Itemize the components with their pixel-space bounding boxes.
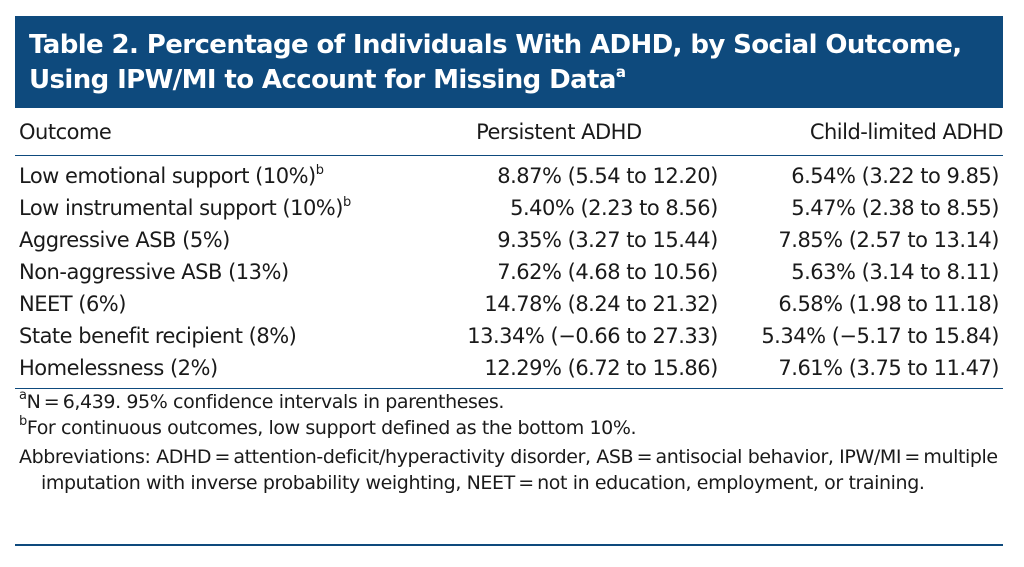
persistent-cell: 5.40% (2.23 to 8.56) <box>510 196 718 220</box>
table-row: State benefit recipient (8%) 13.34% (−0.… <box>15 320 1003 352</box>
table-row: Aggressive ASB (5%) 9.35% (3.27 to 15.44… <box>15 224 1003 256</box>
child-limited-cell: 5.34% (−5.17 to 15.84) <box>761 324 999 348</box>
table-row: Low emotional support (10%)b 8.87% (5.54… <box>15 156 1003 193</box>
footnote-a: aN = 6,439. 95% confidence intervals in … <box>15 389 1003 415</box>
header-outcome: Outcome <box>15 108 413 156</box>
child-limited-cell: 7.61% (3.75 to 11.47) <box>729 352 1003 389</box>
outcome-cell: NEET (6%) <box>15 288 412 320</box>
table-header: Outcome Persistent ADHD Child-limited AD… <box>15 108 1004 156</box>
child-limited-cell: 5.47% (2.38 to 8.55) <box>791 196 999 220</box>
outcome-cell: State benefit recipient (8%) <box>15 320 412 352</box>
persistent-cell: 7.62% (4.68 to 10.56) <box>497 260 718 284</box>
table-title-line-2-text: Using IPW/MI to Account for Missing Data <box>29 65 616 95</box>
table-row: NEET (6%) 14.78% (8.24 to 21.32) 6.58% (… <box>15 288 1003 320</box>
footnote-a-text: N = 6,439. 95% confidence intervals in p… <box>26 391 505 413</box>
child-limited-cell: 6.54% (3.22 to 9.85) <box>791 164 999 188</box>
outcome-label: Low emotional support (10%) <box>19 164 316 188</box>
header-child-limited-adhd: Child-limited ADHD <box>729 108 1004 156</box>
outcome-label: Non-aggressive ASB (13%) <box>19 260 289 284</box>
persistent-cell: 14.78% (8.24 to 21.32) <box>484 292 718 316</box>
table-row: Homelessness (2%) 12.29% (6.72 to 15.86)… <box>15 352 1003 389</box>
child-limited-cell: 5.63% (3.14 to 8.11) <box>791 260 999 284</box>
table-title-bar: Table 2. Percentage of Individuals With … <box>15 16 1003 108</box>
table-row: Non-aggressive ASB (13%) 7.62% (4.68 to … <box>15 256 1003 288</box>
footnote-b-marker: b <box>19 414 27 429</box>
outcome-label: State benefit recipient (8%) <box>19 324 297 348</box>
table-title-line-1: Table 2. Percentage of Individuals With … <box>29 30 962 60</box>
outcome-cell: Homelessness (2%) <box>15 352 413 389</box>
persistent-cell: 9.35% (3.27 to 15.44) <box>497 228 718 252</box>
outcome-cell: Low instrumental support (10%)b <box>15 192 412 224</box>
outcome-label: Low instrumental support (10%) <box>19 196 343 220</box>
abbreviations-note: Abbreviations: ADHD = attention-deficit/… <box>19 446 998 494</box>
footnote-marker: b <box>342 195 351 210</box>
footnote-b-text: For continuous outcomes, low support def… <box>26 417 637 439</box>
footnote-b: bFor continuous outcomes, low support de… <box>15 415 1003 441</box>
header-persistent-adhd: Persistent ADHD <box>412 108 730 156</box>
outcome-cell: Low emotional support (10%)b <box>15 156 412 193</box>
header-row: Outcome Persistent ADHD Child-limited AD… <box>15 108 1004 156</box>
outcome-label: Homelessness (2%) <box>19 356 218 380</box>
bottom-rule <box>15 544 1003 546</box>
title-footnote-marker: a <box>615 63 626 81</box>
persistent-cell: 8.87% (5.54 to 12.20) <box>497 164 718 188</box>
persistent-cell: 13.34% (−0.66 to 27.33) <box>467 324 718 348</box>
table-footnotes: aN = 6,439. 95% confidence intervals in … <box>15 389 1003 496</box>
outcome-cell: Non-aggressive ASB (13%) <box>15 256 412 288</box>
table-body: Low emotional support (10%)b 8.87% (5.54… <box>15 156 1003 389</box>
footnote-marker: b <box>315 163 324 178</box>
table-title-line-2: Using IPW/MI to Account for Missing Data… <box>29 63 1003 98</box>
child-limited-cell: 7.85% (2.57 to 13.14) <box>778 228 999 252</box>
table-row: Low instrumental support (10%)b 5.40% (2… <box>15 192 1003 224</box>
outcome-cell: Aggressive ASB (5%) <box>15 224 412 256</box>
footnote-a-marker: a <box>19 388 27 403</box>
persistent-cell: 12.29% (6.72 to 15.86) <box>412 352 730 389</box>
table-wrapper: Outcome Persistent ADHD Child-limited AD… <box>15 108 1004 389</box>
outcome-label: Aggressive ASB (5%) <box>19 228 230 252</box>
outcome-label: NEET (6%) <box>19 292 126 316</box>
outcome-table: Outcome Persistent ADHD Child-limited AD… <box>15 108 1004 389</box>
child-limited-cell: 6.58% (1.98 to 11.18) <box>778 292 999 316</box>
